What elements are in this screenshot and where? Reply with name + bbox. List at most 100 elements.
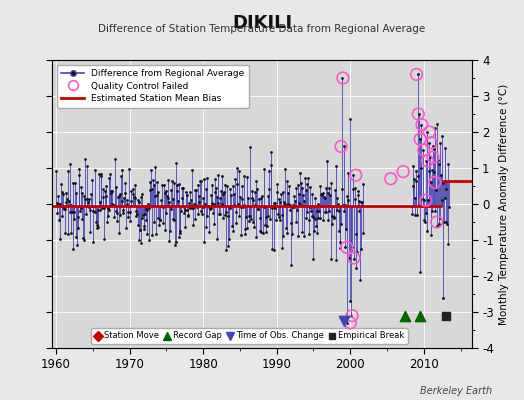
Point bbox=[152, 230, 160, 237]
Point bbox=[283, 201, 292, 208]
Point bbox=[340, 207, 348, 214]
Point bbox=[346, 298, 354, 304]
Point bbox=[214, 200, 223, 206]
Point bbox=[241, 226, 249, 232]
Point bbox=[266, 148, 275, 155]
Point bbox=[159, 203, 168, 210]
Point bbox=[131, 195, 139, 202]
Point bbox=[255, 196, 263, 203]
Point bbox=[193, 211, 202, 218]
Point bbox=[70, 209, 78, 216]
Point bbox=[346, 320, 354, 326]
Point bbox=[188, 205, 196, 212]
Point bbox=[312, 208, 321, 214]
Point bbox=[89, 238, 97, 245]
Point bbox=[433, 222, 442, 229]
Point bbox=[116, 212, 125, 218]
Point bbox=[181, 207, 190, 214]
Point bbox=[291, 185, 300, 192]
Point bbox=[316, 183, 324, 189]
Point bbox=[201, 186, 210, 193]
Point bbox=[297, 180, 305, 186]
Point bbox=[183, 191, 191, 198]
Point bbox=[408, 211, 417, 217]
Point bbox=[187, 197, 195, 204]
Point bbox=[196, 178, 204, 184]
Point bbox=[297, 202, 305, 208]
Point bbox=[117, 198, 126, 204]
Point bbox=[254, 206, 263, 212]
Point bbox=[236, 194, 244, 201]
Point bbox=[145, 236, 153, 243]
Point bbox=[320, 194, 328, 200]
Point bbox=[429, 154, 437, 160]
Legend: Station Move, Record Gap, Time of Obs. Change, Empirical Break: Station Move, Record Gap, Time of Obs. C… bbox=[91, 328, 408, 344]
Point bbox=[319, 217, 327, 223]
Point bbox=[441, 145, 450, 151]
Point bbox=[198, 211, 206, 218]
Point bbox=[261, 222, 269, 228]
Point bbox=[81, 196, 90, 202]
Point bbox=[410, 195, 419, 201]
Point bbox=[80, 193, 89, 200]
Point bbox=[103, 205, 112, 211]
Point bbox=[268, 205, 276, 211]
Point bbox=[170, 217, 179, 223]
Point bbox=[57, 181, 65, 187]
Point bbox=[169, 216, 177, 222]
Point bbox=[59, 204, 67, 210]
Point bbox=[280, 166, 289, 172]
Point bbox=[239, 204, 247, 210]
Point bbox=[300, 233, 309, 239]
Point bbox=[116, 191, 124, 198]
Point bbox=[328, 213, 336, 219]
Point bbox=[240, 173, 248, 180]
Point bbox=[248, 188, 256, 194]
Point bbox=[155, 222, 163, 228]
Point bbox=[64, 168, 72, 174]
Point bbox=[134, 197, 142, 203]
Point bbox=[203, 212, 212, 219]
Point bbox=[115, 229, 123, 236]
Point bbox=[105, 175, 114, 182]
Point bbox=[428, 167, 436, 173]
Point bbox=[264, 192, 272, 199]
Point bbox=[114, 193, 122, 200]
Point bbox=[52, 167, 60, 174]
Point bbox=[243, 174, 252, 180]
Point bbox=[445, 204, 453, 211]
Point bbox=[199, 195, 207, 202]
Point bbox=[213, 193, 222, 200]
Point bbox=[313, 201, 322, 208]
Point bbox=[99, 186, 107, 193]
Point bbox=[151, 164, 159, 170]
Point bbox=[407, 203, 416, 210]
Point bbox=[255, 214, 264, 221]
Point bbox=[271, 205, 280, 211]
Point bbox=[173, 182, 182, 189]
Point bbox=[193, 203, 201, 210]
Point bbox=[80, 236, 88, 243]
Point bbox=[329, 203, 337, 209]
Point bbox=[242, 214, 250, 220]
Point bbox=[281, 201, 289, 208]
Point bbox=[288, 231, 296, 237]
Point bbox=[82, 163, 91, 169]
Point bbox=[99, 194, 107, 201]
Point bbox=[117, 172, 125, 179]
Point bbox=[432, 120, 441, 127]
Point bbox=[330, 214, 339, 220]
Point bbox=[219, 191, 227, 197]
Point bbox=[267, 162, 276, 168]
Point bbox=[55, 201, 63, 207]
Point bbox=[203, 175, 211, 182]
Point bbox=[69, 246, 77, 252]
Point bbox=[172, 188, 181, 194]
Point bbox=[261, 229, 270, 235]
Point bbox=[431, 125, 439, 132]
Point bbox=[425, 129, 433, 135]
Point bbox=[231, 176, 239, 182]
Point bbox=[152, 191, 161, 198]
Point bbox=[85, 204, 93, 210]
Point bbox=[190, 200, 198, 207]
